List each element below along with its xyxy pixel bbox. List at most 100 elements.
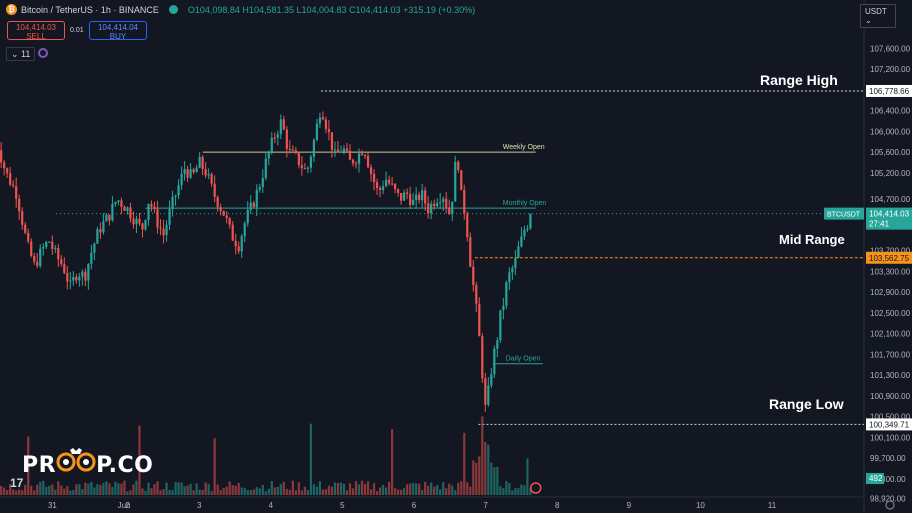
candle-body — [393, 184, 397, 190]
candle-body — [478, 303, 481, 337]
volume-bar — [496, 466, 499, 495]
candle-body — [372, 174, 376, 183]
volume-bar — [93, 487, 96, 495]
volume-bar — [126, 491, 129, 495]
candle-body — [39, 248, 42, 266]
candle-body — [430, 203, 433, 214]
sell-button[interactable]: 104,414.03 SELL — [7, 21, 65, 41]
candle-body — [463, 189, 466, 214]
buy-button[interactable]: 104,414.04 BUY — [89, 21, 147, 41]
y-tick-label: 99,700.00 — [870, 454, 906, 463]
candle-body — [475, 285, 478, 304]
indicator-settings-icon[interactable] — [38, 48, 48, 58]
volume-bar — [159, 490, 162, 495]
x-tick-label: 11 — [768, 501, 777, 510]
volume-bar — [294, 490, 297, 495]
y-tick-label: 101,700.00 — [870, 350, 911, 359]
volume-bar — [514, 487, 517, 495]
currency-select[interactable]: USDT ⌄ — [860, 4, 896, 28]
volume-bar — [54, 489, 57, 495]
volume-bar — [327, 485, 331, 495]
sell-label: SELL — [26, 32, 46, 41]
volume-bar — [387, 481, 391, 495]
volume-bar — [108, 483, 111, 495]
candle-body — [400, 193, 403, 201]
candle-body — [312, 140, 316, 157]
volume-bar — [384, 487, 388, 495]
candle-body — [315, 123, 319, 141]
volume-bar — [156, 481, 159, 495]
candle-body — [523, 229, 526, 237]
volume-bar — [261, 484, 264, 495]
level-price: 106,778.66 — [869, 87, 910, 96]
candle-body — [285, 129, 288, 149]
candle-body — [445, 198, 448, 208]
candle-body — [258, 187, 261, 190]
volume-bar — [249, 490, 252, 495]
y-tick-label: 102,100.00 — [870, 330, 911, 339]
volume-bar — [204, 482, 207, 495]
y-tick-label: 101,300.00 — [870, 371, 911, 380]
candle-body — [375, 182, 379, 188]
candle-body — [186, 169, 189, 178]
volume-bar — [120, 483, 123, 495]
candle-body — [448, 207, 451, 215]
candle-body — [493, 348, 496, 375]
volume-bar — [177, 482, 180, 495]
volume-bar — [324, 489, 328, 495]
candle-body — [171, 196, 174, 209]
volume-bar — [183, 486, 186, 495]
candle-body — [481, 336, 484, 379]
volume-bar — [75, 484, 78, 495]
volume-bar — [111, 486, 114, 495]
candle-body — [366, 155, 370, 168]
candle-body — [496, 340, 499, 349]
symbol-title[interactable]: Bitcoin / TetherUS · 1h · BINANCE — [21, 4, 159, 15]
volume-bar — [321, 489, 325, 495]
candle-body — [219, 207, 222, 211]
last-price-tag — [866, 207, 912, 230]
candle-body — [487, 385, 490, 405]
volume-bar — [240, 487, 243, 495]
volume-bar — [258, 488, 261, 495]
candle-body — [303, 168, 306, 170]
volume-bar — [3, 487, 6, 495]
volume-bar — [378, 487, 382, 495]
volume-bar — [174, 482, 177, 495]
volume-bar — [469, 486, 472, 495]
volume-value: 492 — [869, 474, 883, 483]
brand-logo-right: P.CO — [96, 453, 154, 478]
brand-logo: PR P.CO — [22, 448, 153, 478]
volume-bar — [192, 490, 195, 495]
range-high-label: Range High — [760, 72, 838, 88]
volume-bar — [255, 486, 258, 495]
x-tick-label: Jun — [118, 501, 131, 510]
candle-body — [466, 213, 469, 238]
volume-bar — [69, 490, 72, 495]
candle-body — [252, 202, 255, 208]
market-status-icon — [168, 5, 178, 14]
candle-body — [294, 150, 297, 153]
candle-body — [243, 223, 246, 237]
candle-body — [216, 196, 219, 208]
candle-body — [442, 198, 445, 203]
y-tick-label: 105,200.00 — [870, 169, 911, 178]
volume-bar — [90, 481, 93, 495]
volume-bar — [228, 481, 231, 495]
volume-bar — [363, 483, 367, 495]
candle-body — [409, 194, 412, 205]
indicators-toggle[interactable]: ⌄ 11 — [6, 47, 36, 61]
volume-bar — [207, 483, 210, 495]
volume-bar — [141, 488, 144, 495]
volume-bar — [219, 490, 222, 495]
volume-bar — [213, 438, 216, 495]
volume-bar — [21, 490, 24, 495]
candle-body — [210, 173, 213, 184]
mid-range-price: 103,562.75 — [869, 254, 910, 263]
candle-body — [511, 268, 514, 273]
candle-body — [469, 237, 472, 267]
candle-body — [84, 271, 87, 281]
volume-bar — [18, 489, 21, 495]
volume-bar — [354, 481, 358, 495]
